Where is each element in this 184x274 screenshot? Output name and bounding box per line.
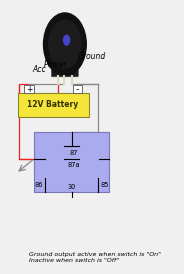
- Ellipse shape: [49, 20, 81, 68]
- Text: Ground: Ground: [78, 52, 106, 61]
- FancyBboxPatch shape: [18, 93, 89, 116]
- Ellipse shape: [44, 13, 86, 76]
- FancyBboxPatch shape: [52, 59, 78, 77]
- Text: 87: 87: [69, 150, 78, 156]
- FancyBboxPatch shape: [24, 85, 34, 93]
- Text: Power: Power: [44, 61, 67, 70]
- Text: Ground output active when switch is "On"
Inactive when switch is "Off": Ground output active when switch is "On"…: [29, 252, 161, 263]
- FancyBboxPatch shape: [34, 132, 109, 192]
- Text: 12V Battery: 12V Battery: [27, 101, 79, 110]
- Text: 86: 86: [34, 182, 43, 188]
- Text: 87a: 87a: [67, 162, 80, 168]
- Text: 30: 30: [68, 184, 76, 190]
- Text: 85: 85: [100, 182, 109, 188]
- Text: +: +: [26, 85, 32, 94]
- Text: -: -: [75, 85, 79, 94]
- Circle shape: [63, 35, 70, 45]
- Text: Acc: Acc: [32, 65, 46, 74]
- FancyBboxPatch shape: [72, 85, 82, 93]
